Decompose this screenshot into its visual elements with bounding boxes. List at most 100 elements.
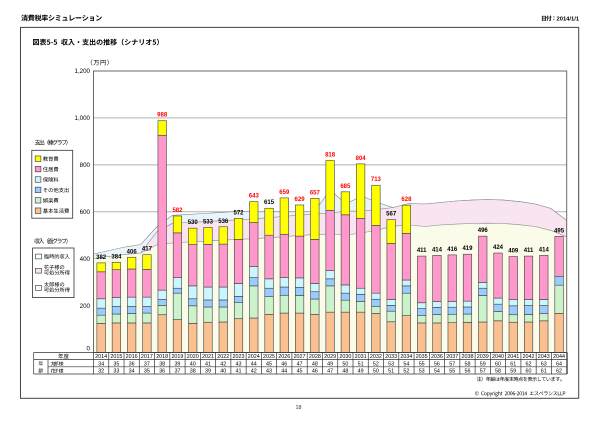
svg-text:44: 44 bbox=[281, 369, 287, 375]
svg-text:2015: 2015 bbox=[110, 354, 122, 360]
svg-text:2037: 2037 bbox=[446, 354, 458, 360]
svg-text:57: 57 bbox=[480, 369, 486, 375]
svg-text:42: 42 bbox=[251, 369, 257, 375]
svg-text:58: 58 bbox=[464, 361, 470, 367]
svg-text:411: 411 bbox=[417, 248, 427, 254]
svg-text:38: 38 bbox=[159, 361, 165, 367]
svg-text:628: 628 bbox=[401, 197, 412, 203]
svg-text:37: 37 bbox=[174, 369, 180, 375]
svg-text:35: 35 bbox=[144, 369, 150, 375]
svg-text:2026: 2026 bbox=[278, 354, 290, 360]
svg-text:59: 59 bbox=[480, 361, 486, 367]
svg-text:51: 51 bbox=[358, 361, 364, 367]
svg-text:49: 49 bbox=[358, 369, 364, 375]
svg-text:615: 615 bbox=[264, 200, 275, 206]
svg-text:2042: 2042 bbox=[523, 354, 535, 360]
svg-text:40: 40 bbox=[220, 369, 226, 375]
svg-text:382: 382 bbox=[96, 255, 107, 261]
svg-text:45: 45 bbox=[297, 369, 303, 375]
svg-text:43: 43 bbox=[236, 361, 242, 367]
svg-text:2021: 2021 bbox=[202, 354, 214, 360]
svg-text:800: 800 bbox=[80, 162, 91, 169]
svg-text:60: 60 bbox=[526, 369, 532, 375]
svg-text:2020: 2020 bbox=[187, 354, 199, 360]
svg-text:56: 56 bbox=[434, 361, 440, 367]
svg-text:37: 37 bbox=[144, 361, 150, 367]
svg-text:55: 55 bbox=[419, 361, 425, 367]
svg-text:657: 657 bbox=[310, 190, 321, 196]
svg-text:2031: 2031 bbox=[355, 354, 367, 360]
svg-text:536: 536 bbox=[218, 219, 229, 225]
svg-text:45: 45 bbox=[266, 361, 272, 367]
svg-text:2035: 2035 bbox=[416, 354, 428, 360]
svg-text:567: 567 bbox=[386, 211, 397, 217]
svg-text:2019: 2019 bbox=[171, 354, 183, 360]
svg-text:406: 406 bbox=[127, 249, 138, 255]
svg-text:40: 40 bbox=[190, 361, 196, 367]
svg-text:988: 988 bbox=[157, 113, 168, 119]
svg-text:804: 804 bbox=[356, 156, 367, 162]
svg-text:56: 56 bbox=[464, 369, 470, 375]
svg-text:50: 50 bbox=[342, 361, 348, 367]
svg-text:629: 629 bbox=[295, 197, 306, 203]
svg-text:57: 57 bbox=[449, 361, 455, 367]
svg-text:424: 424 bbox=[493, 245, 504, 251]
svg-text:2028: 2028 bbox=[309, 354, 321, 360]
svg-text:384: 384 bbox=[111, 254, 122, 260]
svg-text:39: 39 bbox=[205, 369, 211, 375]
svg-text:2017: 2017 bbox=[141, 354, 153, 360]
svg-text:2024: 2024 bbox=[248, 354, 260, 360]
svg-text:2044: 2044 bbox=[553, 354, 565, 360]
svg-text:2043: 2043 bbox=[538, 354, 550, 360]
svg-text:48: 48 bbox=[342, 369, 348, 375]
svg-text:643: 643 bbox=[249, 194, 260, 200]
svg-text:53: 53 bbox=[419, 369, 425, 375]
svg-text:43: 43 bbox=[266, 369, 272, 375]
svg-text:2036: 2036 bbox=[431, 354, 443, 360]
svg-text:33: 33 bbox=[113, 369, 119, 375]
svg-text:2040: 2040 bbox=[492, 354, 504, 360]
svg-text:572: 572 bbox=[234, 210, 245, 216]
svg-text:1,200: 1,200 bbox=[75, 68, 91, 75]
svg-text:2025: 2025 bbox=[263, 354, 275, 360]
svg-text:47: 47 bbox=[297, 361, 303, 367]
svg-text:200: 200 bbox=[80, 303, 91, 310]
svg-text:47: 47 bbox=[327, 369, 333, 375]
svg-text:713: 713 bbox=[371, 177, 382, 183]
svg-text:52: 52 bbox=[403, 369, 409, 375]
svg-text:34: 34 bbox=[129, 369, 135, 375]
svg-text:818: 818 bbox=[325, 153, 336, 159]
svg-text:60: 60 bbox=[495, 361, 501, 367]
svg-text:35: 35 bbox=[113, 361, 119, 367]
svg-text:409: 409 bbox=[508, 249, 519, 255]
svg-text:55: 55 bbox=[449, 369, 455, 375]
svg-text:36: 36 bbox=[129, 361, 135, 367]
svg-text:41: 41 bbox=[236, 369, 242, 375]
svg-text:59: 59 bbox=[510, 369, 516, 375]
svg-text:400: 400 bbox=[80, 256, 91, 263]
svg-text:2034: 2034 bbox=[400, 354, 412, 360]
svg-text:2029: 2029 bbox=[324, 354, 336, 360]
svg-text:2033: 2033 bbox=[385, 354, 397, 360]
svg-text:495: 495 bbox=[554, 228, 565, 234]
svg-text:36: 36 bbox=[159, 369, 165, 375]
svg-text:54: 54 bbox=[434, 369, 440, 375]
svg-text:2027: 2027 bbox=[294, 354, 306, 360]
svg-text:414: 414 bbox=[432, 247, 443, 253]
svg-text:582: 582 bbox=[172, 208, 183, 214]
svg-text:2022: 2022 bbox=[217, 354, 229, 360]
svg-text:417: 417 bbox=[142, 247, 153, 253]
svg-text:62: 62 bbox=[556, 369, 562, 375]
svg-text:2014/1/1: 2014/1/1 bbox=[557, 16, 580, 22]
svg-text:2016: 2016 bbox=[126, 354, 138, 360]
svg-text:2023: 2023 bbox=[233, 354, 245, 360]
svg-text:44: 44 bbox=[251, 361, 257, 367]
svg-text:2018: 2018 bbox=[156, 354, 168, 360]
svg-text:2038: 2038 bbox=[461, 354, 473, 360]
svg-text:419: 419 bbox=[462, 246, 473, 252]
svg-text:2039: 2039 bbox=[477, 354, 489, 360]
svg-text:659: 659 bbox=[279, 190, 290, 196]
svg-text:533: 533 bbox=[203, 219, 214, 225]
svg-text:63: 63 bbox=[541, 361, 547, 367]
svg-text:2032: 2032 bbox=[370, 354, 382, 360]
